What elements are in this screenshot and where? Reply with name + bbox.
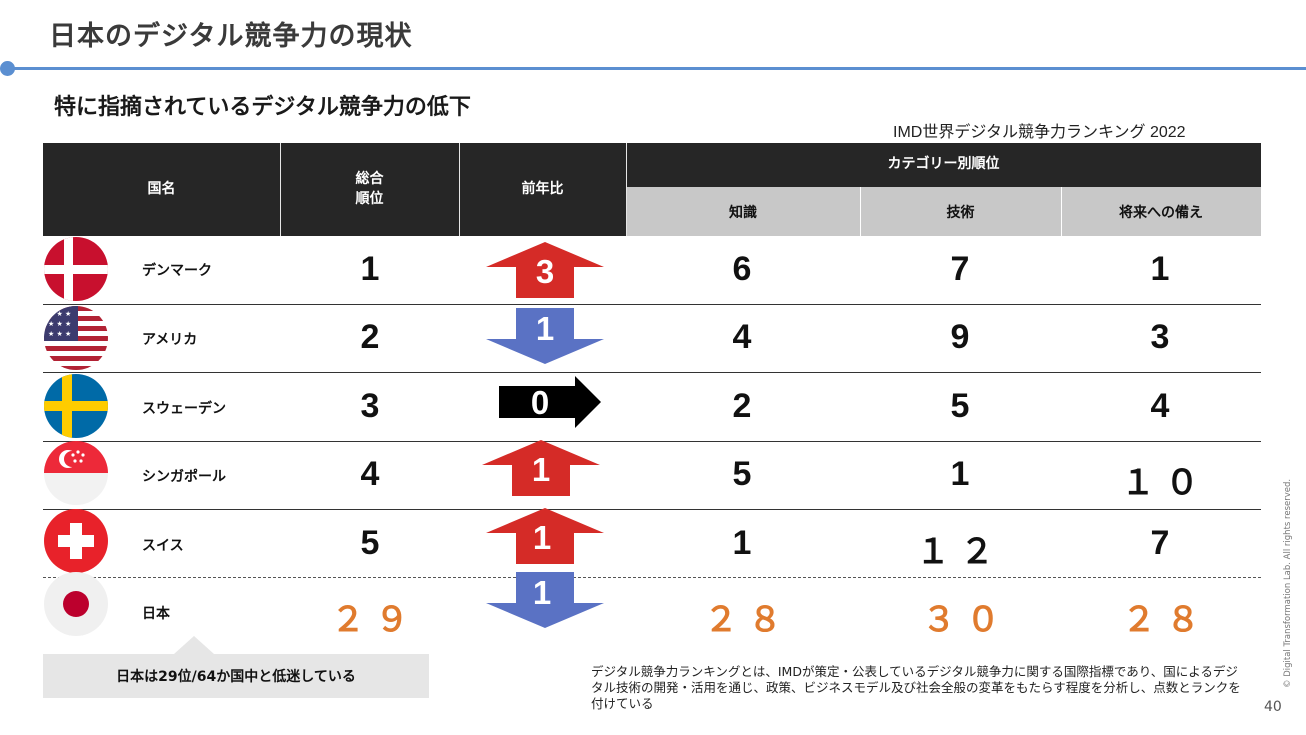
technology-rank: 5 [950,387,970,425]
page-title: 日本のデジタル競争力の現状 [49,21,413,52]
source-label: IMD世界デジタル競争力ランキング 2022 [893,124,1186,141]
future-rank: １０ [1121,464,1209,502]
japan-flag-icon [44,572,108,636]
row-divider [43,509,1261,510]
change-value: 1 [531,451,551,488]
overall-rank: 1 [360,250,380,288]
technology-rank: 1 [950,455,970,493]
knowledge-rank: 2 [732,387,752,425]
copyright: © Digital Transformation Lab. All rights… [1283,478,1293,688]
usa-flag-icon: ★ ★ ★ ★ ★ ★ ★ ★ ★ [44,306,108,370]
change-value: 1 [535,310,555,347]
arrow-up-icon [486,242,604,298]
row-divider [43,441,1261,442]
knowledge-rank-japan: ２８ [704,601,792,639]
future-rank: 7 [1150,524,1170,562]
knowledge-rank: 5 [732,455,752,493]
header-country: 国名 [43,143,280,236]
arrow-up-icon [482,440,600,496]
switzerland-flag-icon [44,509,108,573]
header-divider [280,143,281,236]
row-divider-dashed [43,577,1261,578]
arrow-down-icon [486,308,604,364]
future-rank-japan: ２８ [1122,601,1210,639]
country-name: 日本 [142,606,170,622]
header-divider [1061,187,1062,236]
subtitle: 特に指摘されているデジタル競争力の低下 [54,95,471,120]
header-divider [626,143,627,236]
title-dot [0,61,15,76]
header-divider [860,187,861,236]
header-category: カテゴリー別順位 [626,143,1261,187]
country-name: アメリカ [142,332,198,348]
technology-rank: 9 [950,318,970,356]
header-bar [0,0,1306,68]
header-overall: 総合 順位 [280,143,459,236]
page-number: 40 [1264,699,1282,715]
title-rule [8,67,1306,70]
footnote: デジタル競争力ランキングとは、IMDが策定・公表しているデジタル競争力に関する国… [591,664,1241,711]
technology-rank: 7 [950,250,970,288]
change-value: 1 [532,574,552,611]
country-name: スウェーデン [142,401,226,417]
row-divider [43,372,1261,373]
row-divider [43,304,1261,305]
overall-rank: 4 [360,455,380,493]
overall-rank: 3 [360,387,380,425]
singapore-flag-icon [44,441,108,505]
denmark-flag-icon [44,237,108,301]
callout-pointer [174,636,214,654]
overall-rank: 2 [360,318,380,356]
header-future: 将来への備え [1061,187,1261,236]
header-divider [459,143,460,236]
overall-rank: 5 [360,524,380,562]
knowledge-rank: 1 [732,524,752,562]
arrow-up-icon [486,508,604,564]
change-value: 0 [530,384,550,421]
svg-text:★ ★ ★: ★ ★ ★ [48,320,71,328]
country-name: スイス [142,538,184,554]
country-name: シンガポール [142,469,226,485]
knowledge-rank: 4 [732,318,752,356]
header-change: 前年比 [459,143,626,236]
future-rank: 4 [1150,387,1170,425]
callout-box: 日本は29位/64か国中と低迷している [43,654,429,698]
future-rank: 3 [1150,318,1170,356]
svg-text:★ ★ ★: ★ ★ ★ [48,310,71,318]
arrow-down-icon [486,572,604,628]
arrow-right-icon [499,376,601,428]
country-name: デンマーク [142,263,212,279]
header-technology: 技術 [860,187,1061,236]
svg-text:★ ★ ★: ★ ★ ★ [48,330,71,338]
knowledge-rank: 6 [732,250,752,288]
future-rank: 1 [1150,250,1170,288]
overall-rank-japan: ２９ [331,601,419,639]
header-knowledge: 知識 [626,187,860,236]
technology-rank: １２ [916,533,1004,571]
change-value: 1 [532,519,552,556]
sweden-flag-icon [44,374,108,438]
change-value: 3 [535,253,555,290]
technology-rank-japan: ３０ [922,601,1010,639]
